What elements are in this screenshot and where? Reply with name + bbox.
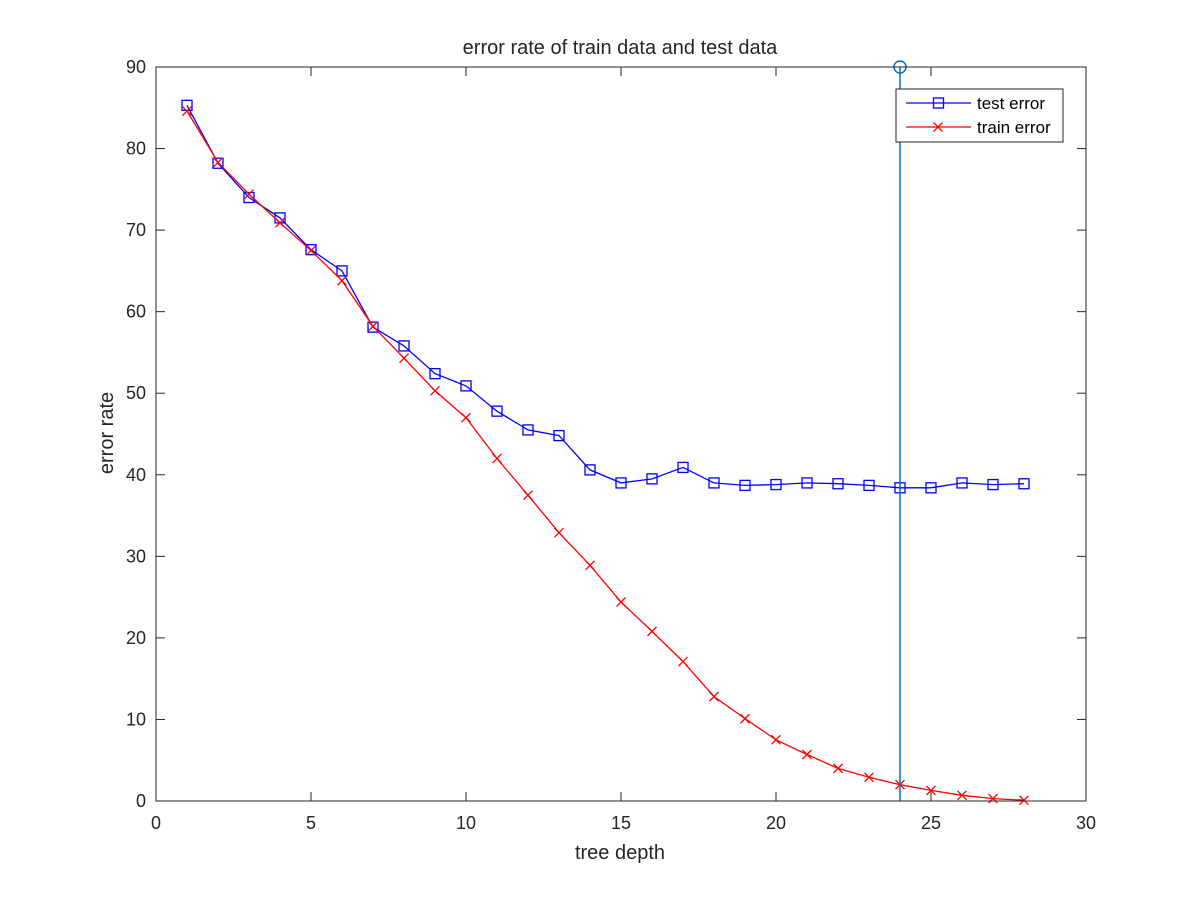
data-point-test-error	[243, 191, 255, 204]
data-point-train-error	[275, 217, 285, 228]
legend: test error train error	[895, 88, 1064, 143]
data-point-train-error	[802, 749, 812, 760]
data-point-train-error	[771, 734, 781, 745]
data-point-train-error	[926, 785, 936, 796]
y-tick-label: 80	[126, 139, 146, 159]
y-tick-label: 0	[136, 791, 146, 811]
data-point-train-error	[1019, 795, 1029, 806]
series-line-train-error	[186, 110, 1025, 801]
data-point-train-error	[337, 275, 347, 286]
data-point-train-error	[709, 691, 719, 702]
data-point-test-error	[584, 464, 596, 476]
y-tick-label: 10	[126, 709, 146, 729]
data-point-train-error	[492, 453, 502, 464]
x-tick-label: 5	[306, 813, 316, 833]
data-point-test-error	[460, 380, 472, 392]
data-point-train-error	[182, 106, 192, 116]
data-point-train-error	[213, 157, 223, 168]
legend-test-error-label: test error	[977, 94, 1045, 113]
x-tick-label: 10	[456, 813, 476, 833]
x-tick-label: 0	[151, 813, 161, 833]
data-point-test-error	[987, 478, 999, 491]
data-point-train-error	[368, 321, 378, 332]
data-point-test-error	[367, 321, 379, 333]
y-tick-label: 70	[126, 220, 146, 240]
y-tick-label: 20	[126, 628, 146, 648]
x-axis-title: tree depth	[575, 842, 665, 864]
legend-test-error-square-marker	[932, 97, 945, 109]
data-point-train-error	[678, 656, 688, 667]
y-tick-label: 90	[126, 57, 146, 77]
data-point-train-error	[740, 713, 750, 724]
data-point-test-error	[553, 429, 565, 442]
data-point-test-error	[212, 157, 224, 169]
data-point-test-error	[1018, 478, 1030, 490]
data-point-test-error	[615, 477, 627, 489]
series-line-test-error	[186, 104, 1025, 489]
data-point-test-error	[398, 340, 410, 352]
legend-train-error-x-marker	[933, 122, 943, 132]
data-point-train-error	[244, 189, 254, 200]
legend-train-error-label: train error	[977, 118, 1051, 137]
data-point-test-error	[801, 477, 813, 489]
data-point-test-error	[305, 244, 317, 256]
data-point-test-error	[770, 478, 782, 491]
data-point-train-error	[988, 793, 998, 804]
data-point-train-error	[647, 626, 657, 637]
data-point-test-error	[739, 479, 751, 492]
legend-entry-test-error: test error	[906, 94, 1045, 113]
data-point-test-error	[429, 367, 441, 380]
y-axis-title: error rate	[96, 392, 118, 474]
data-point-test-error	[491, 405, 503, 417]
data-point-train-error	[585, 560, 595, 571]
data-point-test-error	[522, 424, 534, 436]
legend-entry-train-error: train error	[906, 118, 1051, 137]
data-point-train-error	[864, 772, 874, 783]
data-point-train-error	[833, 763, 843, 774]
data-point-test-error	[336, 265, 348, 277]
data-point-test-error	[956, 477, 968, 489]
y-tick-label: 40	[126, 465, 146, 485]
y-tick-label: 60	[126, 302, 146, 322]
data-point-train-error	[616, 597, 626, 607]
legend-box	[895, 88, 1064, 143]
x-tick-label: 20	[766, 813, 786, 833]
chart-title: error rate of train data and test data	[463, 37, 779, 59]
data-point-test-error	[832, 478, 844, 490]
y-tick-label: 30	[126, 546, 146, 566]
data-point-train-error	[399, 353, 409, 364]
data-point-test-error	[677, 461, 689, 474]
data-point-test-error	[863, 479, 875, 492]
data-point-train-error	[306, 245, 316, 256]
x-tick-label: 30	[1076, 813, 1096, 833]
data-point-test-error	[708, 477, 720, 489]
plot-area	[181, 60, 1030, 806]
data-point-train-error	[461, 412, 471, 423]
data-point-train-error	[554, 527, 564, 538]
data-point-test-error	[646, 473, 658, 485]
x-tick-label: 15	[611, 813, 631, 833]
y-tick-label: 50	[126, 383, 146, 403]
axes: 0 5 10 15 20 25 30 0 10 20 30 40 50 60 70 80 90	[126, 57, 1096, 833]
data-point-train-error	[957, 790, 967, 801]
data-point-train-error	[430, 385, 440, 396]
data-point-train-error	[523, 490, 533, 501]
x-tick-label: 25	[921, 813, 941, 833]
data-point-test-error	[925, 482, 937, 494]
